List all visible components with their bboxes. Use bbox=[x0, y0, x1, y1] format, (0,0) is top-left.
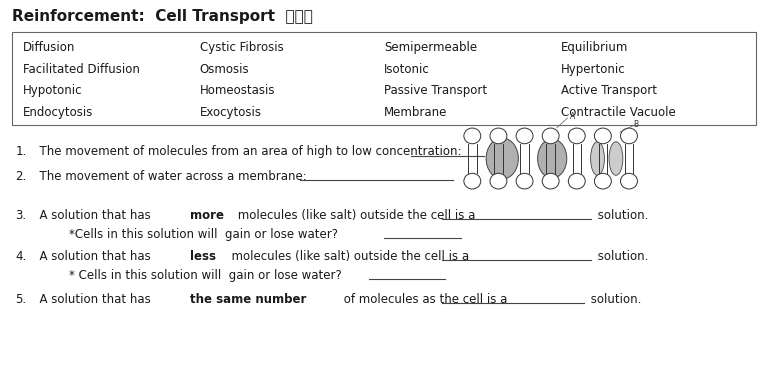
Text: A solution that has: A solution that has bbox=[32, 250, 155, 263]
Text: Osmosis: Osmosis bbox=[200, 63, 250, 76]
Text: A solution that has: A solution that has bbox=[32, 209, 155, 222]
Ellipse shape bbox=[464, 128, 481, 144]
Text: Semipermeable: Semipermeable bbox=[384, 41, 477, 54]
Text: 3.: 3. bbox=[15, 209, 26, 222]
Text: Contractile Vacuole: Contractile Vacuole bbox=[561, 106, 675, 119]
Text: 5.: 5. bbox=[15, 293, 26, 306]
Ellipse shape bbox=[568, 128, 585, 144]
Text: Facilitated Diffusion: Facilitated Diffusion bbox=[23, 63, 140, 76]
Text: solution.: solution. bbox=[594, 209, 649, 222]
Ellipse shape bbox=[609, 142, 623, 175]
Text: A: A bbox=[570, 112, 575, 121]
Ellipse shape bbox=[538, 139, 567, 178]
Text: *Cells in this solution will  gain or lose water?: *Cells in this solution will gain or los… bbox=[69, 228, 346, 241]
Text: Cystic Fibrosis: Cystic Fibrosis bbox=[200, 41, 283, 54]
Text: Endocytosis: Endocytosis bbox=[23, 106, 94, 119]
Text: Isotonic: Isotonic bbox=[384, 63, 430, 76]
Text: 2.: 2. bbox=[15, 170, 27, 183]
Text: Active Transport: Active Transport bbox=[561, 84, 657, 97]
Text: Membrane: Membrane bbox=[384, 106, 448, 119]
Text: Reinforcement:  Cell Transport  💧💦🍓: Reinforcement: Cell Transport 💧💦🍓 bbox=[12, 9, 313, 24]
Ellipse shape bbox=[568, 173, 585, 189]
Text: Hypotonic: Hypotonic bbox=[23, 84, 82, 97]
Text: less: less bbox=[190, 250, 217, 263]
Text: 4.: 4. bbox=[15, 250, 27, 263]
Text: Hypertonic: Hypertonic bbox=[561, 63, 625, 76]
FancyBboxPatch shape bbox=[12, 32, 756, 125]
Ellipse shape bbox=[490, 173, 507, 189]
Ellipse shape bbox=[621, 128, 637, 144]
Text: solution.: solution. bbox=[587, 293, 641, 306]
Ellipse shape bbox=[516, 173, 533, 189]
Ellipse shape bbox=[542, 173, 559, 189]
Ellipse shape bbox=[594, 173, 611, 189]
Text: The movement of molecules from an area of high to low concentration:: The movement of molecules from an area o… bbox=[32, 145, 465, 159]
Ellipse shape bbox=[464, 173, 481, 189]
Text: A solution that has: A solution that has bbox=[32, 293, 155, 306]
Ellipse shape bbox=[490, 128, 507, 144]
Text: solution.: solution. bbox=[594, 250, 649, 263]
Ellipse shape bbox=[486, 138, 518, 179]
Text: B: B bbox=[634, 120, 639, 129]
Text: The movement of water across a membrane:: The movement of water across a membrane: bbox=[32, 170, 311, 183]
Text: Equilibrium: Equilibrium bbox=[561, 41, 628, 54]
Text: Diffusion: Diffusion bbox=[23, 41, 75, 54]
Text: Exocytosis: Exocytosis bbox=[200, 106, 262, 119]
Ellipse shape bbox=[594, 128, 611, 144]
Text: the same number: the same number bbox=[190, 293, 306, 306]
Text: Homeostasis: Homeostasis bbox=[200, 84, 275, 97]
Ellipse shape bbox=[516, 128, 533, 144]
Text: more: more bbox=[190, 209, 224, 222]
Ellipse shape bbox=[591, 142, 604, 175]
Text: * Cells in this solution will  gain or lose water?: * Cells in this solution will gain or lo… bbox=[69, 269, 349, 282]
Text: 1.: 1. bbox=[15, 145, 27, 159]
Text: molecules (like salt) outside the cell is a: molecules (like salt) outside the cell i… bbox=[223, 250, 473, 263]
Text: of molecules as the cell is a: of molecules as the cell is a bbox=[340, 293, 511, 306]
Text: molecules (like salt) outside the cell is a: molecules (like salt) outside the cell i… bbox=[234, 209, 479, 222]
Ellipse shape bbox=[621, 173, 637, 189]
Text: Passive Transport: Passive Transport bbox=[384, 84, 487, 97]
Ellipse shape bbox=[542, 128, 559, 144]
